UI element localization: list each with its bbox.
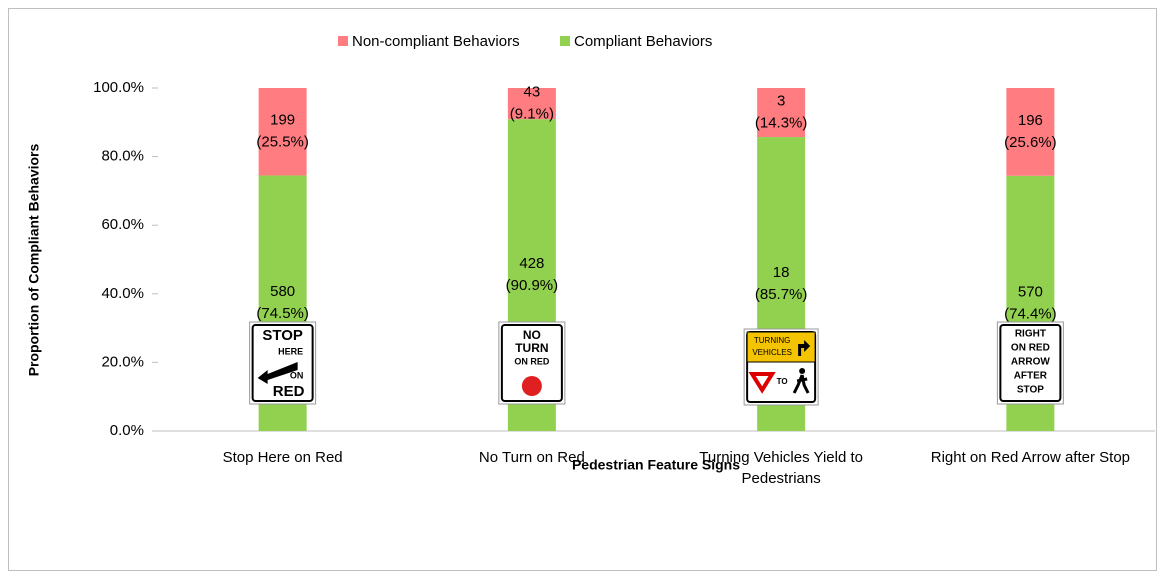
value-label: (74.4%) [1004,305,1057,322]
bar-segment [757,88,806,138]
sign-icon: RIGHT ON RED ARROW AFTER STOP [996,321,1064,405]
value-label: (74.5%) [256,305,309,322]
sign-text: VEHICLES [752,348,792,357]
x-tick-label: No Turn on Red [479,449,585,466]
sign-icon: TURNING VEHICLES TO [743,328,819,406]
sign-text: TURNING [754,336,790,345]
y-tick-label: 0.0% [110,422,144,439]
count-label: 43 [524,84,541,101]
count-label: 570 [1018,283,1043,300]
y-tick-label: 20.0% [101,353,144,370]
sign-text: STOP [1017,385,1044,396]
legend-swatch [338,36,348,46]
x-axis-title: Pedestrian Feature Signs [572,457,740,473]
sign-text: STOP [262,327,303,344]
sign-text: RED [273,383,305,400]
value-label: (90.9%) [506,277,559,294]
count-label: 3 [777,92,785,109]
y-tick-label: 100.0% [93,79,144,96]
count-label: 18 [773,264,790,281]
sign-text: ON RED [1011,343,1050,354]
sign-text: TURN [515,341,548,355]
value-label: (14.3%) [755,114,808,131]
sign-arrow [798,340,811,356]
count-label: 580 [270,283,295,300]
count-label: 196 [1018,112,1043,129]
legend-label: Non-compliant Behaviors [352,33,520,50]
x-tick-label: Turning Vehicles Yield to Pedestrians [699,449,863,487]
count-label: 199 [270,112,295,129]
sign-dot [521,376,542,396]
sign-text: NO [523,328,541,342]
sign-text: ON RED [514,356,550,366]
value-label: (9.1%) [510,106,554,123]
sign-text: RIGHT [1015,329,1046,340]
sign-arrow [257,362,298,384]
sign-text: ARROW [1011,357,1050,368]
x-tick-label: Right on Red Arrow after Stop [931,449,1130,466]
bar-segment [258,88,307,176]
value-label: (85.7%) [755,286,808,303]
y-tick-label: 60.0% [101,216,144,233]
value-label: (25.5%) [256,134,309,151]
y-tick-label: 40.0% [101,285,144,302]
chart-border [8,8,1157,571]
y-axis-title: Proportion of Compliant Behaviors [26,144,42,377]
sign-text: TO [777,377,788,386]
sign-text: AFTER [1014,371,1048,382]
sign-icon: STOP HERE ON RED [249,321,317,405]
count-label: 428 [519,255,544,272]
yield-triangle [748,372,776,394]
sign-text: ON [290,370,304,380]
x-tick-label: Stop Here on Red [223,449,343,466]
y-tick-label: 80.0% [101,148,144,165]
ped-head [799,368,806,374]
bar-segment [1006,88,1055,176]
sign-text: HERE [278,346,303,356]
sign-face [500,324,563,402]
legend-label: Compliant Behaviors [574,33,712,50]
sign-face [999,324,1062,402]
bar-segment [507,88,556,120]
ped-body [792,374,810,394]
legend-swatch [560,36,570,46]
value-label: (25.6%) [1004,134,1057,151]
